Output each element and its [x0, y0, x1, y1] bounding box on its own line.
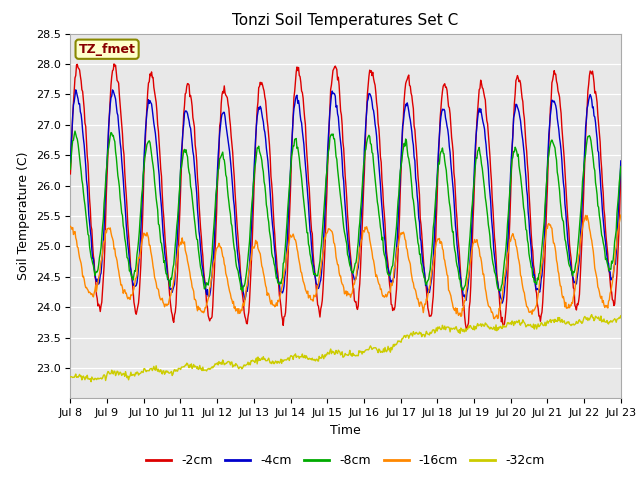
Legend: -2cm, -4cm, -8cm, -16cm, -32cm: -2cm, -4cm, -8cm, -16cm, -32cm: [141, 449, 550, 472]
Title: Tonzi Soil Temperatures Set C: Tonzi Soil Temperatures Set C: [232, 13, 459, 28]
Y-axis label: Soil Temperature (C): Soil Temperature (C): [17, 152, 30, 280]
Text: TZ_fmet: TZ_fmet: [79, 43, 136, 56]
X-axis label: Time: Time: [330, 424, 361, 437]
